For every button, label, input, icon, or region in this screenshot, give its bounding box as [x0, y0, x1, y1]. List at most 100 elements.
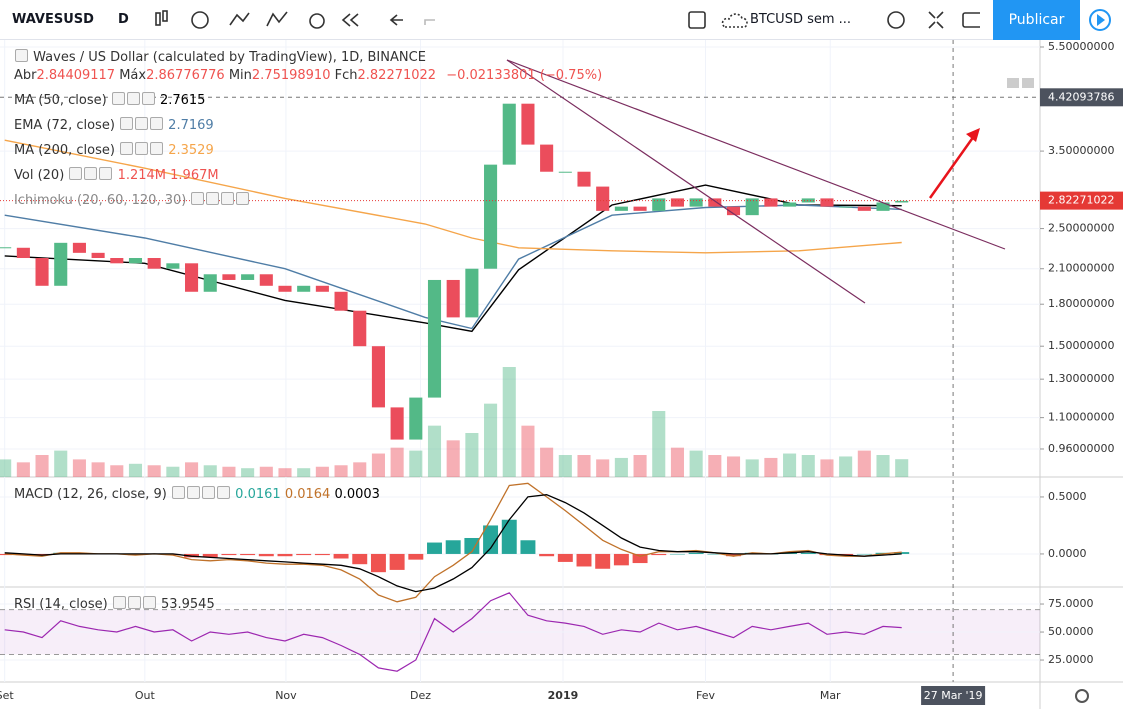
volume-bar: [91, 462, 105, 477]
add-icon[interactable]: [191, 11, 209, 29]
volume-bar: [820, 459, 834, 477]
volume-bar: [614, 457, 628, 477]
histogram-bar: [258, 553, 274, 557]
volume-bar: [241, 468, 255, 477]
interval[interactable]: D: [118, 12, 129, 27]
volume-bar: [857, 450, 871, 477]
volume-bar: [652, 411, 666, 477]
replay-icon[interactable]: [341, 13, 359, 27]
volume-bar: [0, 459, 12, 477]
volume-bar: [708, 455, 722, 477]
candle: [409, 397, 423, 440]
candle: [502, 103, 516, 165]
volume-bar: [783, 453, 797, 477]
y-tick-label: 0.5000: [1048, 490, 1087, 503]
symbol[interactable]: WAVESUSD: [12, 12, 94, 27]
volume-bar: [334, 465, 348, 477]
candle: [128, 258, 143, 264]
candle: [596, 186, 610, 211]
volume-bar: [446, 440, 460, 477]
ohlc-label: Fch: [334, 68, 358, 83]
candle: [278, 285, 292, 292]
volume-name: Vol (20): [14, 168, 65, 183]
histogram-bar: [333, 553, 349, 559]
candle: [764, 198, 778, 207]
checkbox-icon[interactable]: [688, 11, 706, 29]
y-tick-label: 3.50000000: [1048, 144, 1114, 157]
histogram-bar: [483, 525, 499, 554]
histogram-bar: [427, 542, 442, 554]
histogram-bar: [595, 553, 611, 569]
candle-icon[interactable]: [155, 12, 161, 26]
change: −0.02133801 (−0.75%): [446, 68, 603, 83]
templates-icon[interactable]: [266, 11, 288, 27]
y-tick-label: 0.96000000: [1048, 442, 1114, 455]
fullscreen-icon[interactable]: [928, 11, 944, 29]
last-price-label: 2.82271022: [1048, 194, 1114, 207]
crosshair-y-label: 4.42093786: [1048, 90, 1114, 103]
settings-icon[interactable]: [1075, 689, 1089, 703]
ohlc-label: Abr: [14, 68, 37, 83]
volume-bar: [895, 459, 909, 477]
histogram-bar: [894, 552, 910, 554]
alert-icon[interactable]: [309, 13, 325, 29]
rsi-line: [4, 592, 902, 672]
overlay-legend: MA (200, close) 2.3529: [14, 138, 602, 163]
redo-icon[interactable]: [424, 19, 435, 25]
settings-icon[interactable]: [887, 11, 905, 29]
volume-bar: [726, 456, 741, 477]
volume-bar: [876, 455, 890, 477]
overlay-readout: 2.3529: [168, 143, 214, 158]
ohlc-value: 2.84409117: [36, 68, 116, 83]
volume-bar: [633, 455, 647, 477]
candle: [558, 171, 572, 173]
histogram-bar: [707, 553, 723, 555]
candle: [353, 310, 367, 347]
volume-bar: [502, 367, 516, 477]
indicator-icon[interactable]: [229, 12, 250, 26]
ichimoku-legend: Ichimoku (20, 60, 120, 30): [14, 188, 602, 213]
overlay-name: MA (200, close): [14, 143, 115, 158]
candle: [670, 198, 684, 207]
y-tick-label: 25.0000: [1048, 653, 1094, 666]
camera-icon[interactable]: [962, 12, 980, 28]
volume-bar: [203, 465, 217, 477]
candle: [801, 198, 815, 203]
volume-bar: [185, 462, 199, 477]
candle: [895, 200, 909, 203]
y-tick-label: 1.10000000: [1048, 411, 1114, 424]
overlay-readout: 2.7169: [168, 118, 214, 133]
play-triangle: [1097, 14, 1105, 26]
histogram-bar: [539, 553, 555, 557]
macd-readout: 0.0161: [235, 487, 281, 502]
x-tick-label: Fev: [696, 689, 715, 702]
undo-icon[interactable]: [389, 14, 403, 26]
compare-symbol[interactable]: BTCUSD sem ...: [750, 12, 852, 27]
y-tick-label: 2.50000000: [1048, 222, 1114, 235]
histogram-bar: [800, 552, 816, 554]
ohlc-value: 2.86776776: [146, 68, 225, 83]
publish-button[interactable]: Publicar: [993, 0, 1080, 40]
candle-icon[interactable]: [162, 10, 168, 22]
candle: [91, 252, 105, 259]
x-tick-label: Nov: [275, 689, 297, 702]
candle: [54, 242, 68, 286]
arrow-head: [966, 128, 980, 142]
volume-bar: [801, 455, 815, 477]
pane-button[interactable]: [1007, 78, 1019, 88]
volume-bar: [166, 466, 180, 477]
play-button[interactable]: [1080, 0, 1123, 40]
volume-bar: [54, 450, 68, 477]
candle: [783, 202, 797, 207]
histogram-bar: [557, 553, 573, 562]
collapse-icon[interactable]: [15, 49, 28, 62]
pane-button[interactable]: [1022, 78, 1034, 88]
volume-readout: 1.967M: [170, 168, 219, 183]
cloud-icon[interactable]: [721, 13, 748, 28]
candle: [334, 291, 348, 311]
candle: [185, 263, 199, 292]
candle: [876, 202, 890, 211]
candle: [315, 285, 329, 292]
